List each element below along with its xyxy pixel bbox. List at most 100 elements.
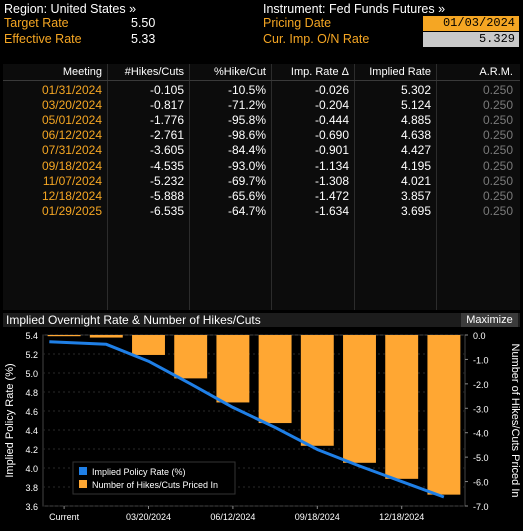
hikes-cell: -0.105: [149, 83, 184, 97]
effective-rate-label: Effective Rate: [4, 32, 82, 46]
y-tick-label: 3.8: [25, 483, 38, 493]
arm-cell: 0.250: [482, 83, 513, 97]
y2-tick-label: -7.0: [473, 502, 489, 512]
meeting-cell: 12/18/2024: [41, 188, 102, 203]
legend-swatch-bar: [79, 480, 87, 488]
table-row[interactable]: 05/01/2024 -1.776 -95.8% -0.444 4.885 0.250: [3, 113, 520, 128]
implied-cell: 3.857: [400, 188, 431, 203]
col-header-arm[interactable]: A.R.M.: [479, 66, 513, 78]
table-row[interactable]: 09/18/2024 -4.535 -93.0% -1.134 4.195 0.250: [3, 159, 520, 174]
arm-cell: 0.250: [482, 128, 513, 143]
col-header-meeting[interactable]: Meeting: [62, 66, 102, 78]
instrument-selector[interactable]: Instrument: Fed Funds Futures »: [263, 2, 446, 16]
col-header-hikes[interactable]: #Hikes/Cuts: [124, 66, 184, 78]
region-selector[interactable]: Region: United States »: [4, 2, 137, 16]
bar: [258, 335, 292, 424]
pct-cell: -65.6%: [227, 188, 266, 203]
implied-rate-line: [49, 340, 445, 499]
arm-cell: 0.250: [482, 98, 513, 113]
bar: [132, 335, 165, 355]
table-row[interactable]: 01/31/2024 -0.105 -10.5% -0.026 5.302 0.250: [3, 83, 520, 98]
x-tick-label: Current: [49, 512, 80, 522]
y2-tick-label: -4.0: [473, 429, 489, 439]
meeting-cell: 07/31/2024: [41, 143, 102, 158]
meeting-cell: 03/20/2024: [41, 98, 102, 113]
chart-title: Implied Overnight Rate & Number of Hikes…: [6, 313, 261, 327]
legend-swatch-line: [79, 467, 87, 475]
pct-cell: -64.7%: [227, 203, 266, 218]
bar: [343, 335, 376, 463]
cur-imp-rate-label: Cur. Imp. O/N Rate: [263, 32, 370, 46]
meeting-cell: 11/07/2024: [42, 173, 102, 188]
delta-cell: -0.690: [314, 128, 349, 143]
delta-cell: -0.444: [314, 113, 349, 128]
x-tick-label: 12/18/2024: [379, 512, 424, 522]
pct-cell: -10.5%: [227, 83, 266, 97]
arm-cell: 0.250: [482, 113, 513, 128]
table-row[interactable]: 12/18/2024 -5.888 -65.6% -1.472 3.857 0.250: [3, 189, 520, 204]
table-row[interactable]: 06/12/2024 -2.761 -98.6% -0.690 4.638 0.250: [3, 128, 520, 143]
pct-cell: -71.2%: [227, 98, 266, 113]
rate-chart: 5.4 5.2 5.0 4.8 4.6 4.4 4.2 4.0 3.8 3.6 0.0 -1.0 -2.…: [4, 331, 521, 522]
meeting-table: Meeting #Hikes/Cuts %Hike/Cut Imp. Rate …: [3, 64, 520, 310]
implied-cell: 4.427: [400, 143, 431, 158]
y-tick-label: 5.0: [25, 369, 38, 379]
target-rate-value: 5.50: [131, 16, 156, 30]
y2-tick-label: -3.0: [473, 404, 489, 414]
y2-tick-label: -2.0: [473, 380, 489, 390]
bar: [89, 335, 123, 338]
y-tick-label: 4.6: [25, 407, 38, 417]
bar: [427, 335, 461, 495]
table-row[interactable]: 03/20/2024 -0.817 -71.2% -0.204 5.124 0.250: [3, 98, 520, 113]
y2-tick-label: -6.0: [473, 478, 489, 488]
chart-legend: Implied Policy Rate (%) Number of Hikes/C…: [72, 461, 236, 495]
delta-cell: -1.134: [314, 158, 349, 173]
col-header-pct[interactable]: %Hike/Cut: [214, 66, 266, 78]
hikes-cell: -4.535: [149, 158, 184, 173]
y-tick-label: 4.8: [25, 388, 38, 398]
bar: [47, 335, 81, 337]
col-header-implied[interactable]: Implied Rate: [369, 66, 431, 78]
y-tick-label: 4.0: [25, 464, 38, 474]
implied-cell: 5.124: [400, 98, 431, 113]
arm-cell: 0.250: [482, 173, 513, 188]
hikes-cell: -2.761: [149, 128, 184, 143]
arm-cell: 0.250: [482, 158, 513, 173]
y2-tick-label: 0.0: [473, 331, 486, 341]
pct-cell: -95.8%: [227, 113, 266, 128]
bar: [385, 335, 419, 479]
meeting-cell: 01/31/2024: [41, 83, 102, 97]
y2-axis-title: Number of Hikes/Cuts Priced In: [509, 343, 521, 497]
maximize-button[interactable]: Maximize: [461, 313, 518, 327]
table-row[interactable]: 07/31/2024 -3.605 -84.4% -0.901 4.427 0.250: [3, 143, 520, 158]
delta-cell: -0.901: [314, 143, 349, 158]
delta-cell: -0.204: [314, 98, 349, 113]
implied-cell: 4.638: [400, 128, 431, 143]
delta-cell: -0.026: [314, 83, 349, 97]
target-rate-label: Target Rate: [4, 16, 69, 30]
y-tick-label: 4.2: [25, 445, 38, 455]
bar: [300, 335, 334, 446]
hikes-cell: -3.605: [149, 143, 184, 158]
table-row[interactable]: 01/29/2025 -6.535 -64.7% -1.634 3.695 0.250: [3, 204, 520, 219]
table-row[interactable]: 11/07/2024 -5.232 -69.7% -1.308 4.021 0.250: [3, 174, 520, 189]
legend-label-bar: Number of Hikes/Cuts Priced In: [92, 480, 218, 490]
y-tick-label: 4.4: [25, 426, 38, 436]
legend-label-line: Implied Policy Rate (%): [92, 467, 186, 477]
pricing-date-input[interactable]: 01/03/2024: [423, 16, 519, 31]
chart-title-bar: Implied Overnight Rate & Number of Hikes…: [3, 313, 520, 327]
implied-cell: 4.021: [400, 173, 431, 188]
col-header-delta[interactable]: Imp. Rate Δ: [290, 66, 349, 78]
bar: [174, 335, 208, 379]
delta-cell: -1.472: [314, 188, 349, 203]
pct-cell: -69.7%: [227, 173, 266, 188]
y-tick-label: 5.4: [25, 331, 38, 341]
delta-cell: -1.634: [314, 203, 349, 218]
y2-tick-label: -5.0: [473, 453, 489, 463]
arm-cell: 0.250: [482, 188, 513, 203]
bar: [216, 335, 250, 403]
y-tick-label: 5.2: [25, 350, 38, 360]
x-tick-label: 03/20/2024: [126, 512, 171, 522]
x-tick-label: 09/18/2024: [295, 512, 340, 522]
pct-cell: -98.6%: [227, 128, 266, 143]
